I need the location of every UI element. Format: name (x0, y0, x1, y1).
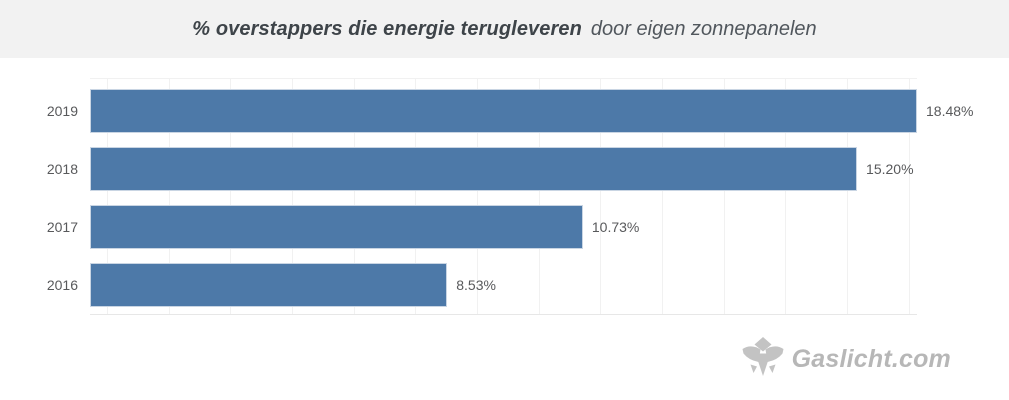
gridline (292, 79, 293, 314)
gaslicht-moth-icon (741, 336, 785, 382)
value-label: 8.53% (456, 277, 496, 293)
gridline (662, 79, 664, 314)
gridline (723, 79, 725, 314)
value-label: 15.20% (866, 161, 914, 177)
gridline (538, 79, 540, 314)
chart-row: 2017 10.73% (47, 205, 917, 249)
watermark: Gaslicht.com (741, 336, 951, 382)
plot-area: 2019 18.48% 2018 15.20% 2017 10.73% 2016… (47, 78, 973, 315)
chart-row: 2019 18.48% (47, 89, 973, 133)
gridline (353, 79, 355, 314)
chart-title-suffix: door eigen zonnepanelen (590, 17, 817, 40)
bar (90, 89, 917, 133)
bar (90, 263, 448, 307)
gridline (847, 79, 849, 314)
category-label: 2016 (46, 277, 78, 293)
category-label: 2017 (46, 219, 78, 235)
gridline (230, 79, 232, 314)
gridline (415, 79, 417, 314)
gridline (168, 79, 170, 314)
value-label: 18.48% (926, 103, 974, 119)
category-label: 2019 (46, 103, 78, 119)
gridline (107, 79, 108, 314)
watermark-text: Gaslicht.com (791, 344, 951, 373)
value-label: 10.73% (591, 219, 640, 235)
gridline (908, 79, 910, 314)
category-label: 2018 (46, 161, 78, 177)
gridline (785, 79, 787, 314)
bar (90, 205, 583, 249)
bar (90, 147, 858, 191)
chart-row: 2016 8.53% (47, 263, 917, 307)
chart-row: 2018 15.20% (47, 147, 917, 191)
gridline (477, 79, 479, 314)
chart-title: % overstappers die energie terugleveren (192, 17, 582, 40)
gridline (600, 79, 602, 314)
chart-title-bar: % overstappers die energie terugleveren … (0, 0, 1009, 58)
